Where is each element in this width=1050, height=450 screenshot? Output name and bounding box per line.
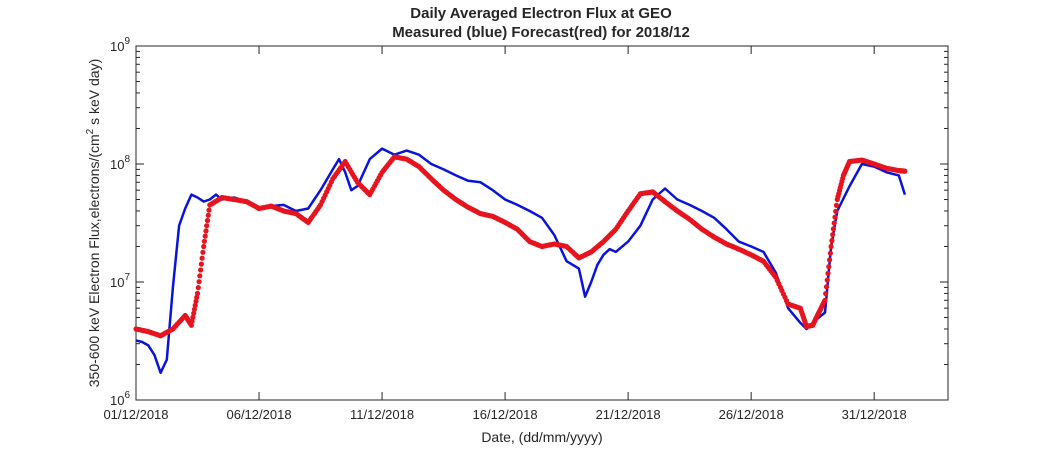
- forecast-point: [833, 208, 839, 214]
- y-axis-label-main: 350-600 keV Electron Flux,electrons/(cm: [86, 134, 102, 387]
- forecast-point: [831, 220, 837, 226]
- forecast-point: [191, 306, 197, 312]
- chart-subtitle: Measured (blue) Forecast(red) for 2018/1…: [392, 24, 690, 41]
- x-tick-label: 06/12/2018: [226, 407, 291, 422]
- forecast-point: [830, 232, 836, 238]
- forecast-point: [192, 302, 198, 308]
- forecast-point: [827, 257, 833, 263]
- forecast-point: [201, 238, 207, 244]
- forecast-point: [194, 290, 201, 296]
- forecast-point: [205, 212, 211, 218]
- x-tick-label: 31/12/2018: [842, 407, 907, 422]
- plot-area: [135, 45, 949, 401]
- forecast-point: [902, 168, 908, 174]
- forecast-point: [201, 243, 207, 250]
- forecast-point: [198, 261, 204, 267]
- y-tick-label: 108: [110, 154, 130, 172]
- forecast-point: [203, 228, 209, 234]
- forecast-point: [193, 298, 199, 304]
- forecast-point: [204, 217, 211, 224]
- y-tick-label: 106: [110, 390, 130, 408]
- forecast-point: [188, 322, 194, 328]
- x-tick-label: 16/12/2018: [473, 407, 538, 422]
- forecast-point: [191, 310, 197, 316]
- y-axis-label-tail: s keV day): [86, 59, 102, 129]
- forecast-point: [195, 285, 201, 291]
- forecast-point: [189, 318, 195, 324]
- forecast-point: [827, 250, 834, 256]
- forecast-point: [199, 255, 205, 261]
- forecast-point: [204, 223, 210, 229]
- forecast-point: [194, 294, 200, 300]
- forecast-point: [202, 233, 208, 239]
- chart-title: Daily Averaged Electron Flux at GEO: [410, 5, 672, 22]
- forecast-point: [833, 202, 840, 208]
- x-axis-ticks: 01/12/2018 06/12/2018 11/12/2018 16/12/2018…: [103, 46, 907, 422]
- y-tick-label: 109: [110, 36, 130, 54]
- y-tick-label: 107: [110, 272, 130, 290]
- forecast-point: [828, 243, 834, 250]
- forecast-point: [197, 273, 203, 279]
- y-axis-label-sup: 2: [85, 128, 96, 134]
- forecast-point: [206, 207, 212, 213]
- forecast-point: [824, 277, 830, 283]
- y-axis-ticks: 106 107 108 109: [110, 36, 948, 408]
- forecast-point: [823, 284, 830, 290]
- series-layer: [133, 147, 908, 375]
- forecast-point: [832, 214, 838, 220]
- x-tick-label: 01/12/2018: [103, 407, 168, 422]
- forecast-point: [822, 297, 828, 303]
- y-axis-label: 350-600 keV Electron Flux,electrons/(cm2…: [85, 59, 102, 387]
- forecast-point: [198, 267, 204, 273]
- x-tick-label: 26/12/2018: [719, 407, 784, 422]
- x-tick-label: 11/12/2018: [350, 407, 414, 422]
- forecast-point: [196, 279, 202, 285]
- x-axis-label: Date, (dd/mm/yyyy): [481, 429, 602, 445]
- series-measured-line: [135, 147, 907, 375]
- forecast-point: [823, 291, 829, 297]
- forecast-point: [829, 238, 835, 244]
- forecast-point: [826, 264, 832, 270]
- forecast-point: [200, 249, 206, 255]
- forecast-point: [190, 314, 196, 320]
- x-tick-label: 21/12/2018: [596, 407, 661, 422]
- forecast-point: [830, 226, 837, 232]
- forecast-point: [825, 270, 831, 276]
